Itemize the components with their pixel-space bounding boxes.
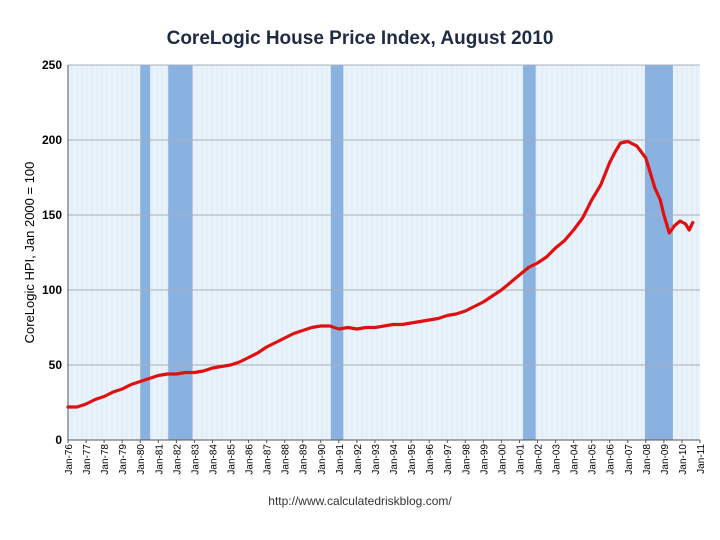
x-tick-label: Jan-88 (281, 444, 292, 475)
x-tick-labels: Jan-76 Jan-77 Jan-78 Jan-79 Jan-80 Jan-81 Jan-… (64, 440, 707, 475)
x-tick-label: Jan-11 (696, 444, 707, 474)
x-tick-label: Jan-83 (190, 444, 201, 475)
recession-band (140, 65, 151, 440)
x-tick-label: Jan-07 (624, 444, 635, 475)
source-url: http://www.calculatedriskblog.com/ (268, 494, 452, 508)
x-tick-label: Jan-98 (461, 444, 472, 475)
x-tick-label: Jan-05 (588, 444, 599, 475)
series-lines (66, 139, 695, 409)
x-tick-label: Jan-85 (227, 444, 238, 475)
x-tick-label: Jan-00 (497, 444, 508, 475)
x-tick-label: Jan-94 (389, 444, 400, 475)
x-tick-label: Jan-78 (100, 444, 111, 475)
x-tick-label: Jan-76 (64, 444, 75, 475)
x-tick-label: Jan-77 (82, 444, 93, 475)
x-tick-label: Jan-84 (208, 444, 219, 475)
x-tick-label: Jan-02 (533, 444, 544, 475)
x-tick-label: Jan-10 (678, 444, 689, 475)
y-tick-label: 250 (42, 58, 62, 72)
x-tick-label: Jan-09 (660, 444, 671, 475)
x-tick-label: Jan-93 (371, 444, 382, 475)
recession-band (644, 65, 673, 440)
x-tick-label: Jan-03 (552, 444, 563, 475)
x-tick-label: Jan-89 (299, 444, 310, 475)
axes (67, 65, 700, 441)
x-tick-label: Jan-99 (479, 444, 490, 475)
x-tick-label: Jan-04 (570, 444, 581, 475)
x-tick-label: Jan-86 (245, 444, 256, 475)
x-tick-label: Jan-08 (642, 444, 653, 475)
hpi-line (66, 139, 695, 409)
gridlines (68, 64, 700, 366)
x-tick-label: Jan-96 (425, 444, 436, 475)
x-tick-label: Jan-90 (317, 444, 328, 475)
x-tick-label: Jan-91 (335, 444, 346, 475)
x-tick-label: Jan-95 (407, 444, 418, 475)
x-tick-label: Jan-06 (606, 444, 617, 475)
recession-band (168, 65, 193, 440)
y-axis-title: CoreLogic HPI, Jan 2000 = 100 (22, 162, 37, 344)
x-tick-label: Jan-82 (172, 444, 183, 475)
x-tick-label: Jan-92 (353, 444, 364, 475)
recession-shading (140, 65, 673, 440)
y-tick-label: 50 (49, 358, 63, 372)
x-tick-label: Jan-87 (263, 444, 274, 475)
y-tick-label: 100 (42, 283, 62, 297)
x-tick-label: Jan-79 (118, 444, 129, 475)
recession-band (523, 65, 536, 440)
plot-area (68, 65, 700, 440)
x-tick-label: Jan-01 (515, 444, 526, 475)
y-tick-label: 0 (55, 433, 62, 447)
y-tick-label: 150 (42, 208, 62, 222)
chart-title: CoreLogic House Price Index, August 2010 (166, 28, 554, 49)
x-tick-label: Jan-80 (136, 444, 147, 475)
x-tick-label: Jan-81 (154, 444, 165, 475)
y-tick-label: 200 (42, 133, 62, 147)
y-tick-labels: 0 50 100 150 200 250 (42, 58, 62, 447)
x-tick-label: Jan-97 (443, 444, 454, 475)
recession-band (330, 65, 344, 440)
